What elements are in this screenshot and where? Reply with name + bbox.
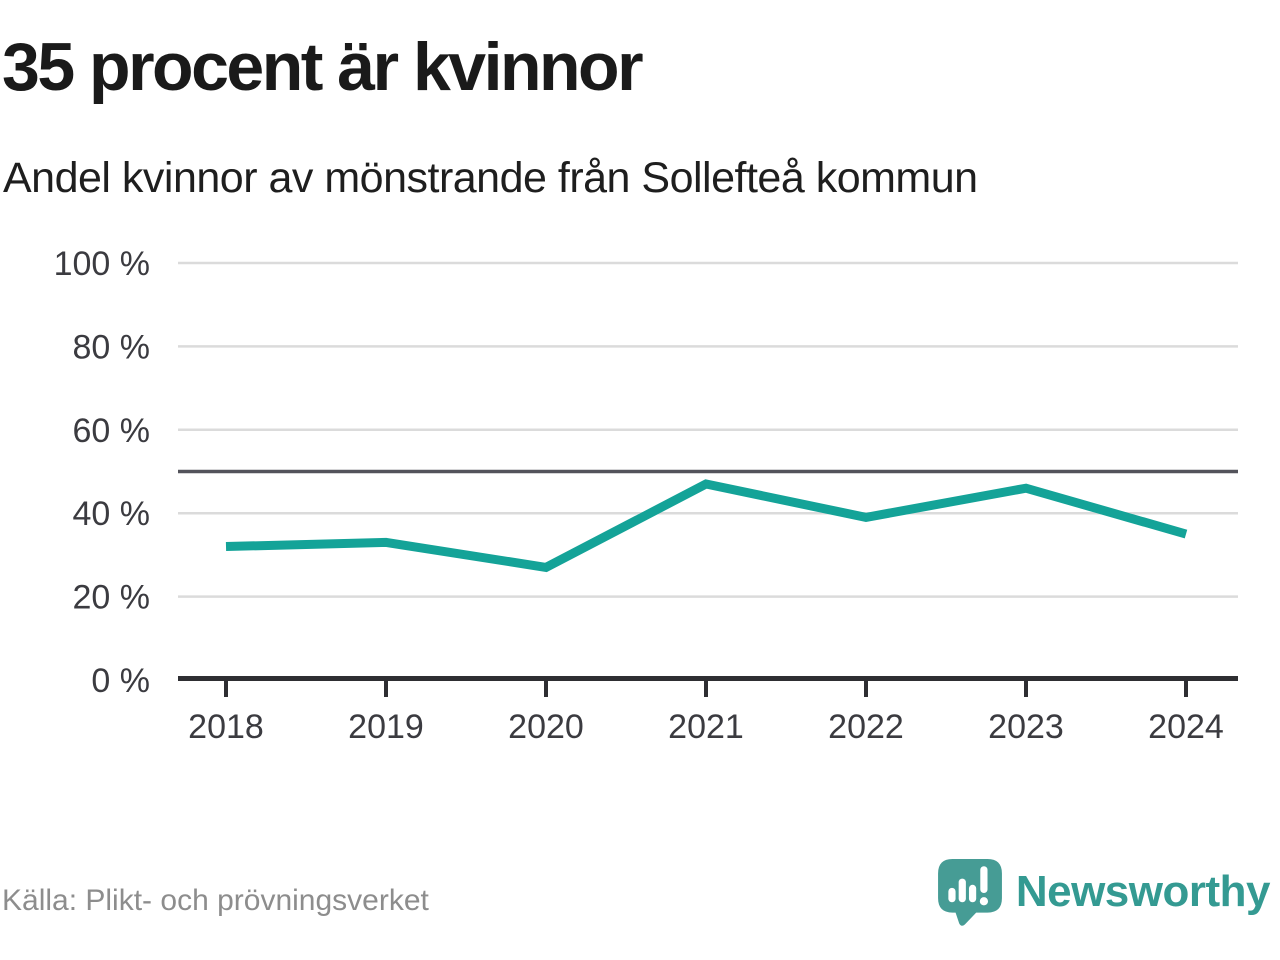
source-attribution: Källa: Plikt- och prövningsverket [2,884,429,917]
x-tick-label: 2021 [668,708,744,746]
y-tick-label: 20 % [73,579,151,617]
newsworthy-wordmark: Newsworthy [1015,867,1271,916]
x-tick-label: 2023 [988,708,1064,746]
y-tick-label: 0 % [91,662,150,700]
chart-title: 35 procent är kvinnor [2,29,644,105]
x-tick-label: 2022 [828,708,904,746]
x-tick-label: 2018 [188,708,264,746]
newsworthy-logo: Newsworthy [937,858,1271,926]
newsworthy-speech-bubble-bar-chart-icon [937,859,1002,926]
chart-subtitle: Andel kvinnor av mönstrande från Solleft… [3,154,978,202]
x-tick-label: 2024 [1148,708,1224,746]
y-tick-label: 60 % [73,412,151,450]
data-line-andel-kvinnor [225,479,1188,573]
y-tick-label: 80 % [73,328,151,366]
line-chart-plot-area: 2018 2019 2020 2021 2022 2023 2024 0 % 20 % 40 % 6… [54,245,1238,746]
x-tick-label: 2020 [508,708,584,746]
y-tick-label: 40 % [73,495,151,533]
y-tick-label: 100 % [54,245,150,283]
x-tick-label: 2019 [348,708,424,746]
